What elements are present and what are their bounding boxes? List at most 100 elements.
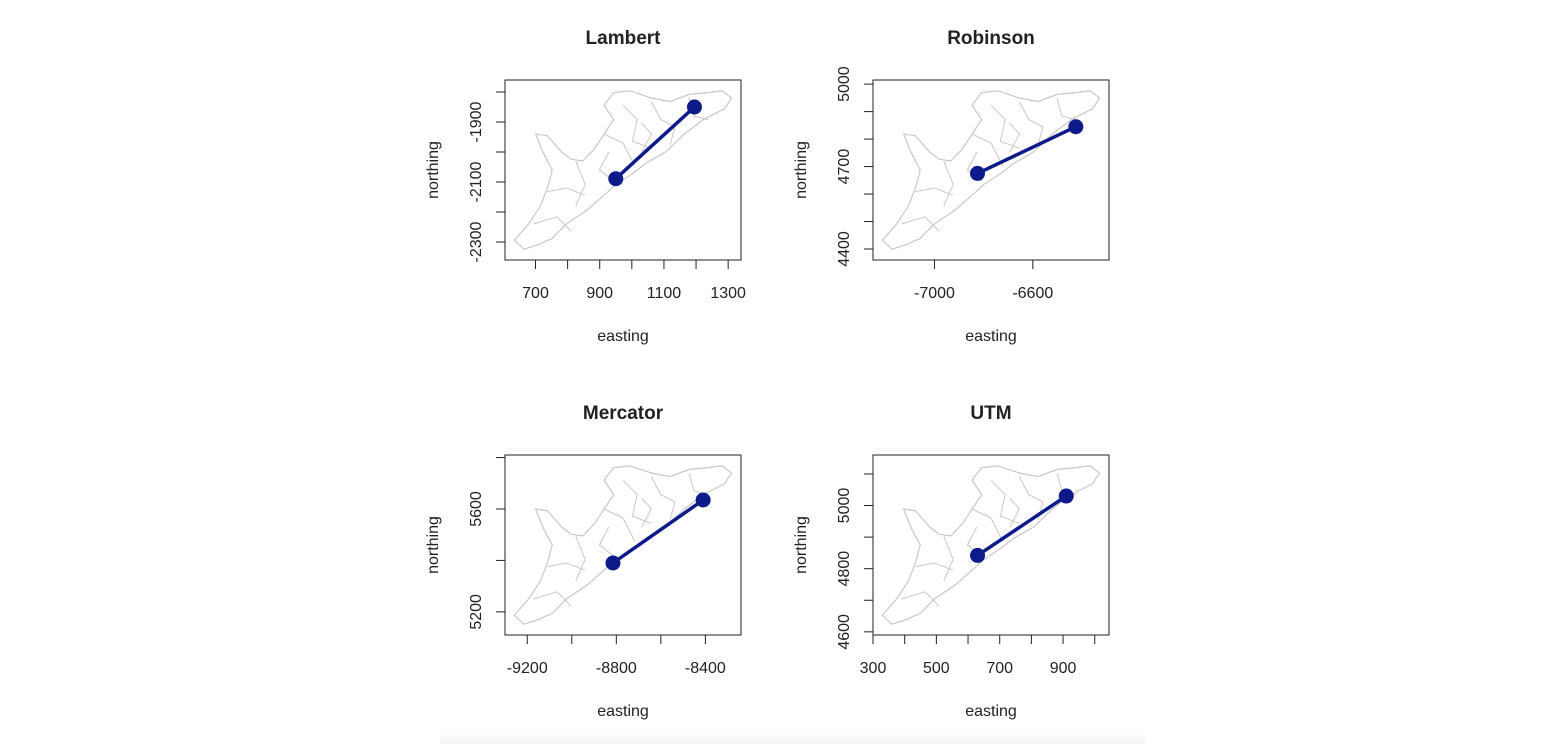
y-tick-label: 5600	[468, 491, 485, 527]
y-axis-label: northing	[793, 141, 810, 199]
y-tick-label: 4600	[836, 614, 853, 650]
district-boundary	[1018, 101, 1044, 145]
x-axis: 700 900 1100 1300	[522, 259, 746, 302]
district-boundary	[622, 104, 652, 149]
y-tick-label: 5000	[836, 488, 853, 524]
district-boundary	[641, 497, 652, 528]
district-boundary	[533, 216, 572, 232]
district-boundary	[943, 160, 954, 207]
district-boundary	[990, 479, 1020, 524]
x-tick-label: 900	[586, 285, 613, 302]
district-boundary	[1009, 497, 1020, 528]
district-boundary	[943, 535, 954, 582]
route-line	[611, 498, 705, 565]
district-boundary	[547, 562, 586, 571]
x-tick-label: 900	[1050, 660, 1077, 677]
district-boundary	[901, 216, 940, 232]
x-axis: -9200 -8800 -8400	[507, 634, 726, 677]
region-outline	[881, 465, 1101, 625]
x-axis: -7000 -6600	[914, 259, 1053, 302]
route-endpoint	[686, 99, 702, 115]
panel-title: Lambert	[586, 28, 662, 49]
district-boundary	[1018, 476, 1044, 520]
y-tick-label: -2300	[468, 221, 485, 262]
district-boundary	[688, 472, 709, 496]
district-boundary	[575, 535, 586, 582]
x-axis: 300 500 700 900	[860, 634, 1096, 677]
y-tick-label: 4800	[836, 551, 853, 587]
x-tick-label: 700	[522, 285, 549, 302]
route-endpoint	[970, 547, 986, 563]
district-boundary	[650, 101, 676, 145]
district-boundary	[598, 526, 614, 557]
x-axis-label: easting	[597, 703, 649, 720]
district-boundary	[971, 133, 1004, 167]
route-endpoint	[605, 555, 621, 571]
route-endpoint	[608, 171, 624, 187]
route-series	[608, 99, 702, 187]
x-tick-label: -7000	[914, 285, 955, 302]
region-outline	[881, 90, 1101, 250]
route-endpoint	[1068, 119, 1084, 135]
district-boundary	[533, 591, 572, 607]
y-axis-label: northing	[793, 516, 810, 574]
district-boundary	[622, 479, 652, 524]
x-tick-label: 500	[923, 660, 950, 677]
plot-frame	[504, 454, 742, 636]
y-axis: 4600 4800 5000	[836, 473, 874, 650]
panel-utm: 300 500 700 900 4600 4800 5000 UTM easting northi…	[793, 403, 1110, 720]
panel-title: UTM	[970, 403, 1011, 424]
panel-robinson: -7000 -6600 4400 4700 5000 Robinson easting nor…	[793, 28, 1110, 345]
route-endpoint	[969, 165, 985, 181]
y-axis: 5200 5600	[468, 457, 506, 630]
district-boundary	[901, 591, 940, 607]
x-tick-label: -9200	[507, 660, 548, 677]
y-axis: 4400 4700 5000	[836, 66, 874, 267]
district-boundary	[641, 122, 652, 153]
route-endpoint	[695, 492, 711, 508]
district-boundary	[971, 508, 1004, 542]
district-boundary	[1056, 97, 1077, 121]
district-boundary	[990, 104, 1020, 149]
plot-frame	[872, 79, 1110, 261]
x-axis-label: easting	[597, 328, 649, 345]
district-boundary	[915, 187, 954, 196]
x-axis-label: easting	[965, 703, 1017, 720]
route-series	[970, 488, 1074, 563]
x-tick-label: 1300	[710, 285, 746, 302]
district-boundary	[1009, 122, 1020, 153]
panel-title: Robinson	[947, 28, 1035, 49]
y-axis-label: northing	[425, 141, 442, 199]
district-boundary	[650, 476, 676, 520]
route-line	[976, 125, 1077, 176]
x-tick-label: -8400	[685, 660, 726, 677]
y-axis: -1900 -2100 -2300	[468, 91, 506, 262]
district-boundary	[603, 133, 636, 167]
bottom-edge-shadow	[440, 733, 1145, 744]
panel-lambert: 700 900 1100 1300 -1900 -2100 -2300 Lambert east…	[425, 28, 746, 345]
y-tick-label: -2100	[468, 161, 485, 202]
y-tick-label: -1900	[468, 101, 485, 142]
y-tick-label: 5000	[836, 66, 853, 102]
route-line	[976, 494, 1068, 557]
x-tick-label: 300	[860, 660, 887, 677]
district-boundary	[603, 508, 636, 542]
route-series	[605, 492, 711, 571]
x-tick-label: -8800	[596, 660, 637, 677]
route-endpoint	[1058, 488, 1074, 504]
region-outline	[513, 465, 733, 625]
x-tick-label: -6600	[1012, 285, 1053, 302]
district-boundary	[575, 160, 586, 207]
route-series	[969, 119, 1084, 181]
district-boundary	[547, 187, 586, 196]
route-line	[614, 105, 696, 180]
x-tick-label: 700	[986, 660, 1013, 677]
y-tick-label: 4700	[836, 149, 853, 185]
district-boundary	[915, 562, 954, 571]
panel-mercator: -9200 -8800 -8400 5200 5600 Mercator easting no…	[425, 403, 742, 720]
y-tick-label: 5200	[468, 594, 485, 630]
y-tick-label: 4400	[836, 231, 853, 267]
panel-title: Mercator	[583, 403, 664, 424]
x-tick-label: 1100	[647, 285, 682, 302]
